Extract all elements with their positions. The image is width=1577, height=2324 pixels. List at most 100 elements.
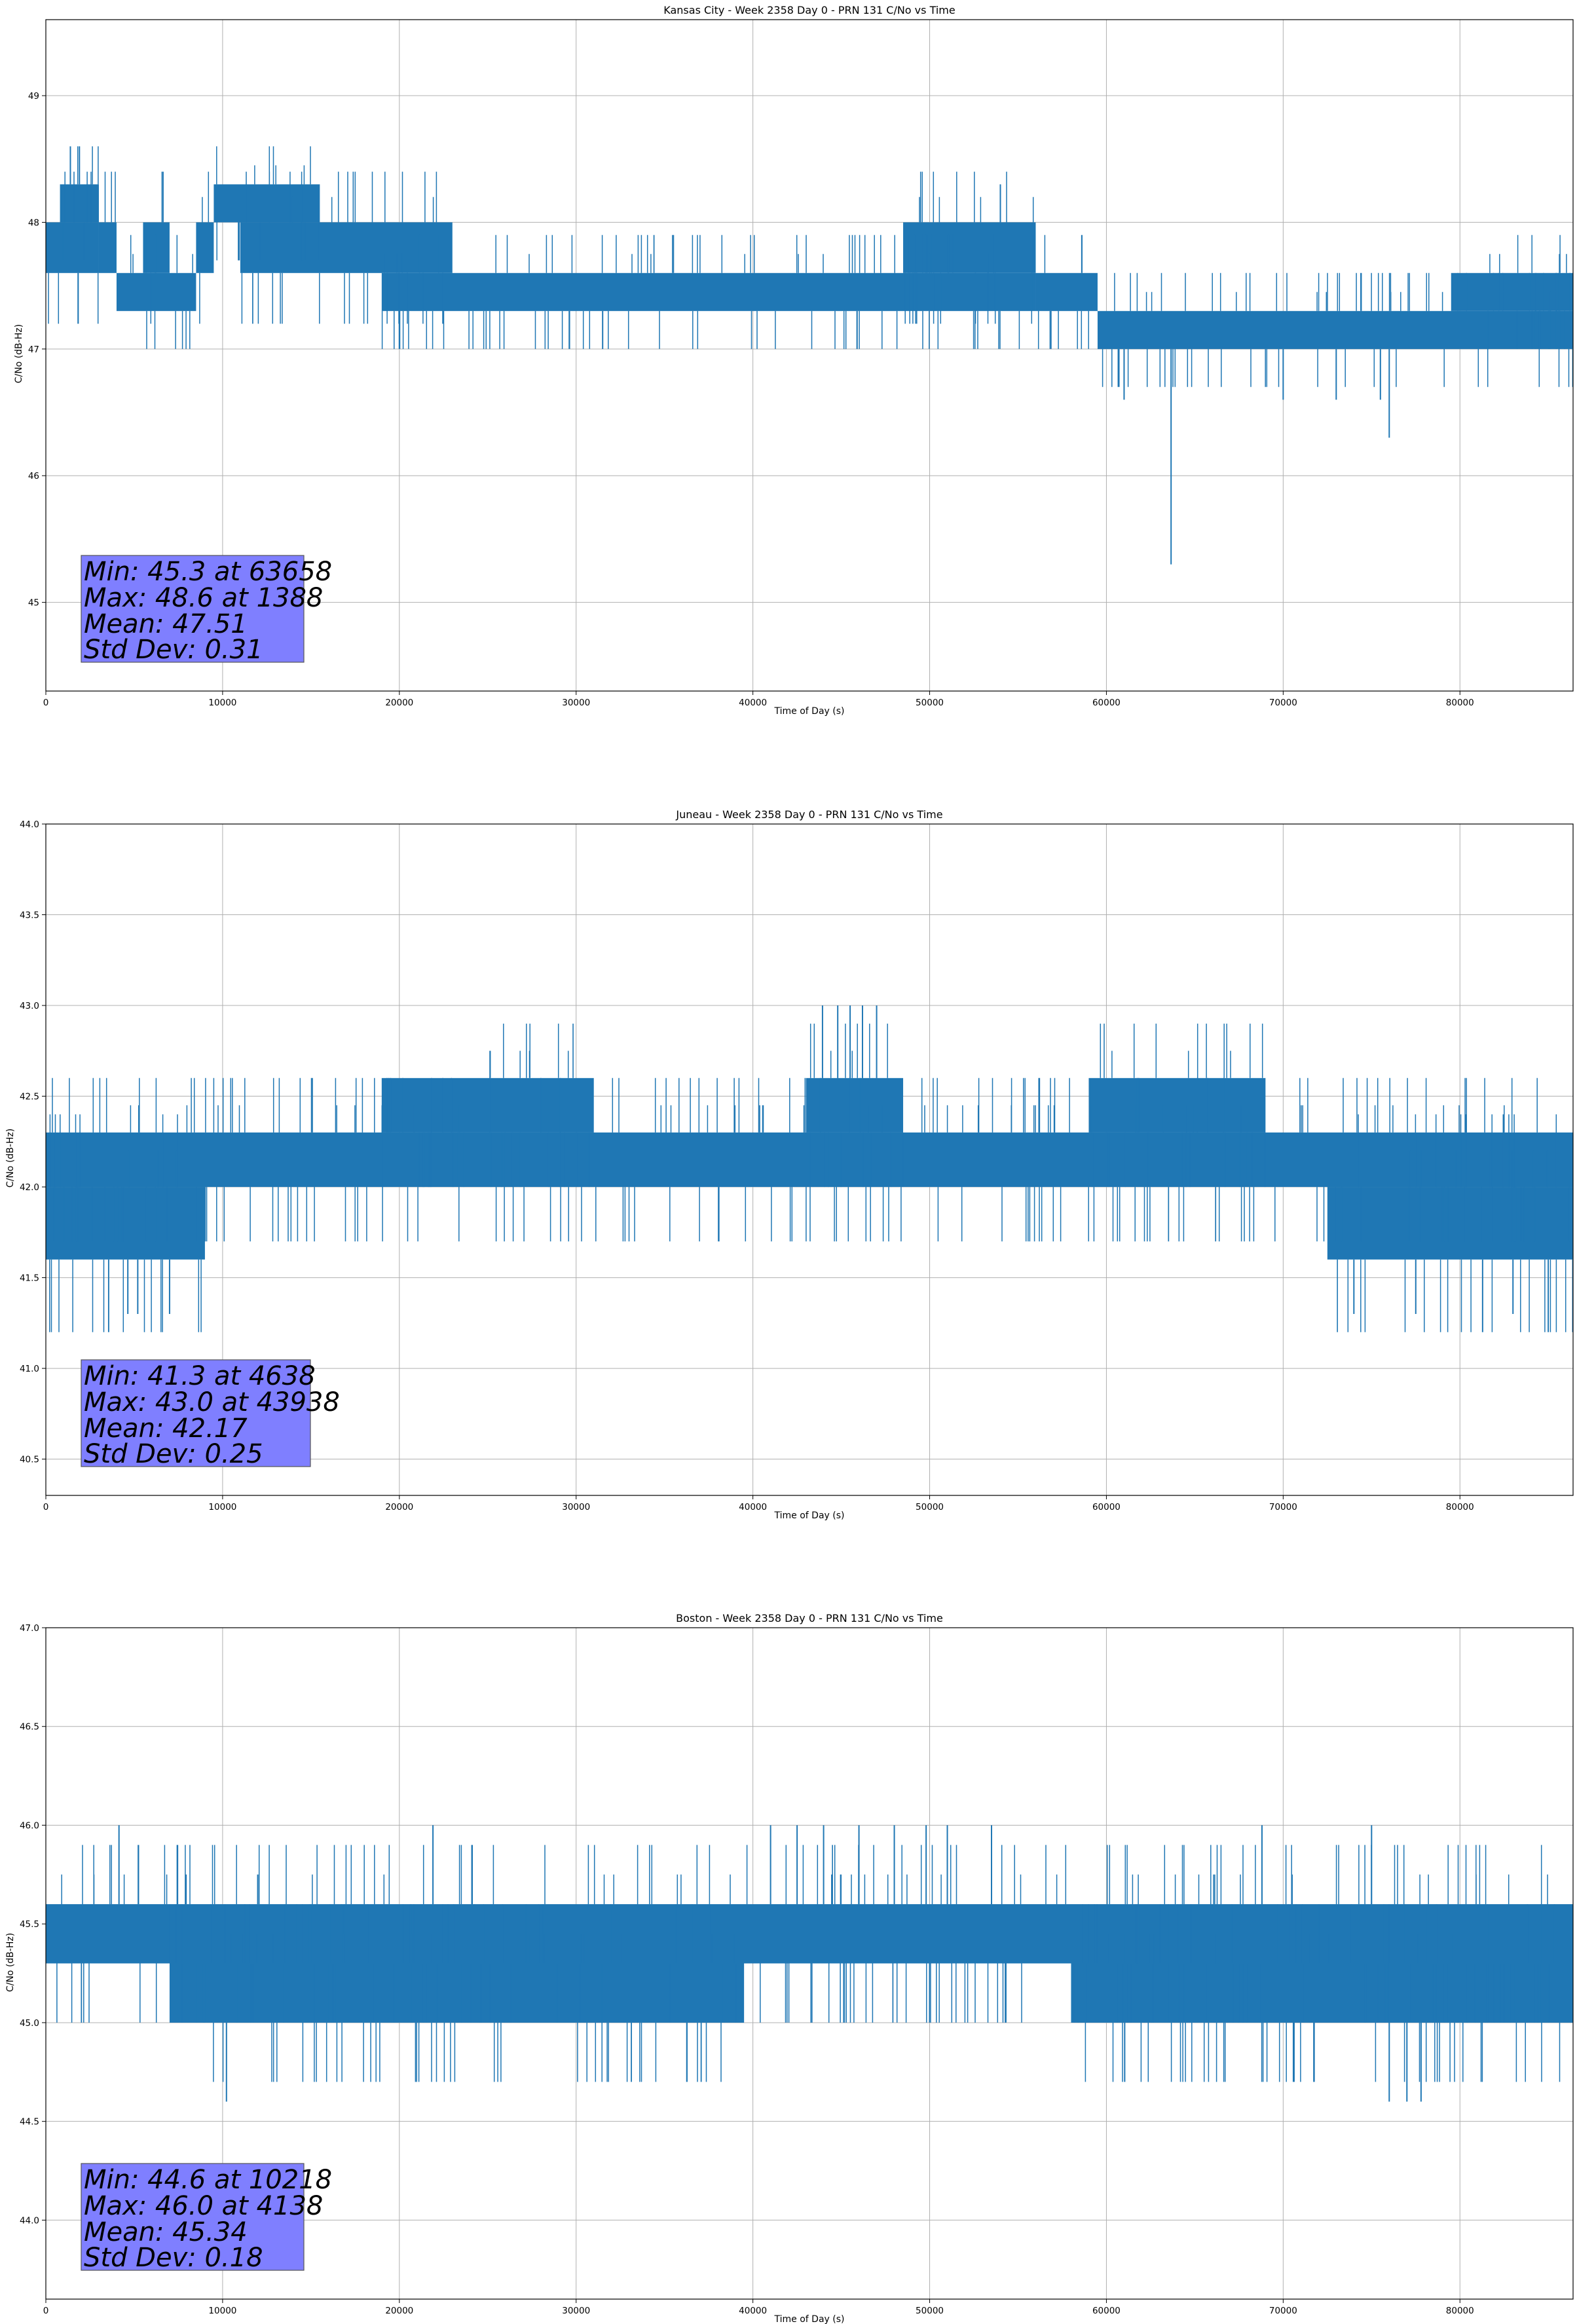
y-tick-label: 45.0: [20, 2018, 39, 2029]
y-tick-label: 43.0: [20, 1001, 39, 1011]
x-tick-label: 10000: [208, 1502, 236, 1512]
stat-std-dev: Std Dev: 0.18: [84, 2243, 263, 2273]
y-tick-label: 49: [28, 91, 39, 102]
y-tick-label: 42.0: [20, 1182, 39, 1193]
data-band: [240, 222, 453, 273]
x-tick-label: 50000: [916, 698, 944, 708]
data-jitter: [48, 146, 1574, 387]
axis-ticks: 0 10000 20000 30000 40000 50000 60000 70000 8000…: [28, 91, 1474, 708]
x-tick-label: 30000: [562, 2306, 590, 2316]
data-band: [1071, 1963, 1573, 2023]
x-tick-label: 80000: [1446, 2306, 1474, 2316]
x-tick-label: 60000: [1092, 1502, 1121, 1512]
stat-std-dev: Std Dev: 0.31: [84, 635, 263, 665]
y-tick-label: 48: [28, 217, 39, 228]
data-jitter: [49, 1023, 1574, 1332]
x-tick-label: 0: [43, 698, 49, 708]
x-tick-label: 40000: [739, 1502, 767, 1512]
data-band: [60, 184, 99, 223]
chart-title: Juneau - Week 2358 Day 0 - PRN 131 C/No …: [675, 808, 942, 821]
data-band: [1088, 1078, 1266, 1133]
chart-panel-boston: Boston - Week 2358 Day 0 - PRN 131 C/No …: [5, 1612, 1574, 2324]
axes-frame: [45, 823, 1574, 1496]
x-tick-label: 30000: [562, 1502, 590, 1512]
stat-max: Max: 48.6 at 1388: [84, 583, 323, 613]
y-tick-label: 44.5: [20, 2117, 39, 2127]
y-tick-label: 44.0: [20, 2215, 39, 2226]
y-tick-label: 45: [28, 598, 39, 609]
y-tick-label: 42.5: [20, 1092, 39, 1102]
data-jitter: [56, 1845, 1561, 2082]
data-band: [46, 222, 99, 273]
stat-max: Max: 46.0 at 4138: [84, 2191, 323, 2221]
x-tick-label: 80000: [1446, 698, 1474, 708]
x-axis-label: Time of Day (s): [774, 706, 845, 717]
x-tick-label: 50000: [916, 1502, 944, 1512]
chart-panel-kansas-city: Kansas City - Week 2358 Day 0 - PRN 131 …: [14, 4, 1574, 717]
x-tick-label: 0: [43, 1502, 49, 1512]
data-band: [143, 222, 170, 273]
x-tick-label: 20000: [385, 1502, 413, 1512]
stat-max: Max: 43.0 at 43938: [84, 1387, 340, 1417]
x-tick-label: 70000: [1269, 2306, 1297, 2316]
stat-mean: Mean: 45.34: [84, 2217, 248, 2247]
stats-background: [81, 1359, 311, 1467]
x-tick-label: 60000: [1092, 698, 1121, 708]
x-axis-label: Time of Day (s): [774, 2314, 845, 2324]
stats-box: Min: 44.6 at 10218 Max: 46.0 at 4138 Mea…: [81, 2163, 332, 2273]
stats-background: [81, 2163, 305, 2271]
axes-frame: [45, 19, 1574, 692]
data-series: [46, 146, 1574, 565]
x-tick-label: 10000: [208, 2306, 236, 2316]
y-tick-label: 46: [28, 471, 39, 481]
y-axis-label: C/No (dB-Hz): [14, 324, 24, 383]
stat-mean: Mean: 42.17: [84, 1414, 248, 1444]
data-band: [46, 1132, 1573, 1188]
x-tick-label: 70000: [1269, 1502, 1297, 1512]
x-tick-label: 10000: [208, 698, 236, 708]
x-tick-label: 50000: [916, 2306, 944, 2316]
stat-std-dev: Std Dev: 0.25: [84, 1439, 263, 1469]
stats-background: [81, 555, 305, 663]
stats-box: Min: 41.3 at 4638 Max: 43.0 at 43938 Mea…: [81, 1359, 340, 1469]
data-band: [1327, 1187, 1573, 1260]
data-series: [46, 1005, 1574, 1332]
y-tick-label: 43.5: [20, 910, 39, 921]
y-tick-label: 47: [28, 345, 39, 355]
x-axis-label: Time of Day (s): [774, 1510, 845, 1521]
data-band: [46, 1904, 1573, 1964]
data-band: [1035, 272, 1098, 311]
y-tick-label: 47.0: [20, 1623, 39, 1634]
stat-min: Min: 41.3 at 4638: [84, 1361, 316, 1391]
y-tick-label: 44.0: [20, 819, 39, 830]
stat-mean: Mean: 47.51: [84, 609, 248, 639]
x-tick-label: 80000: [1446, 1502, 1474, 1512]
data-band: [381, 272, 1036, 311]
y-tick-label: 40.5: [20, 1455, 39, 1465]
axis-ticks: 0 10000 20000 30000 40000 50000 60000 70000 8000…: [20, 1623, 1474, 2316]
data-band: [806, 1078, 904, 1133]
data-band: [1097, 310, 1573, 349]
data-band: [98, 222, 117, 273]
x-tick-label: 40000: [739, 2306, 767, 2316]
y-axis-label: C/No (dB-Hz): [5, 1933, 16, 1992]
y-tick-label: 41.5: [20, 1273, 39, 1284]
stats-box: Min: 45.3 at 63658 Max: 48.6 at 1388 Mea…: [81, 555, 332, 665]
x-tick-label: 20000: [385, 698, 413, 708]
x-tick-label: 40000: [739, 698, 767, 708]
axis-ticks: 0 10000 20000 30000 40000 50000 60000 70000 8000…: [20, 819, 1474, 1512]
x-tick-label: 70000: [1269, 698, 1297, 708]
x-tick-label: 60000: [1092, 2306, 1121, 2316]
stat-min: Min: 44.6 at 10218: [84, 2165, 332, 2195]
y-tick-label: 41.0: [20, 1364, 39, 1374]
data-band: [1451, 272, 1573, 311]
y-tick-label: 45.5: [20, 1919, 39, 1930]
y-axis-label: C/No (dB-Hz): [5, 1129, 16, 1188]
data-band: [213, 184, 320, 223]
y-tick-label: 46.5: [20, 1722, 39, 1733]
data-band: [381, 1078, 594, 1133]
grid: [45, 823, 1573, 1495]
data-band: [116, 272, 196, 311]
chart-title: Boston - Week 2358 Day 0 - PRN 131 C/No …: [676, 1612, 943, 1624]
